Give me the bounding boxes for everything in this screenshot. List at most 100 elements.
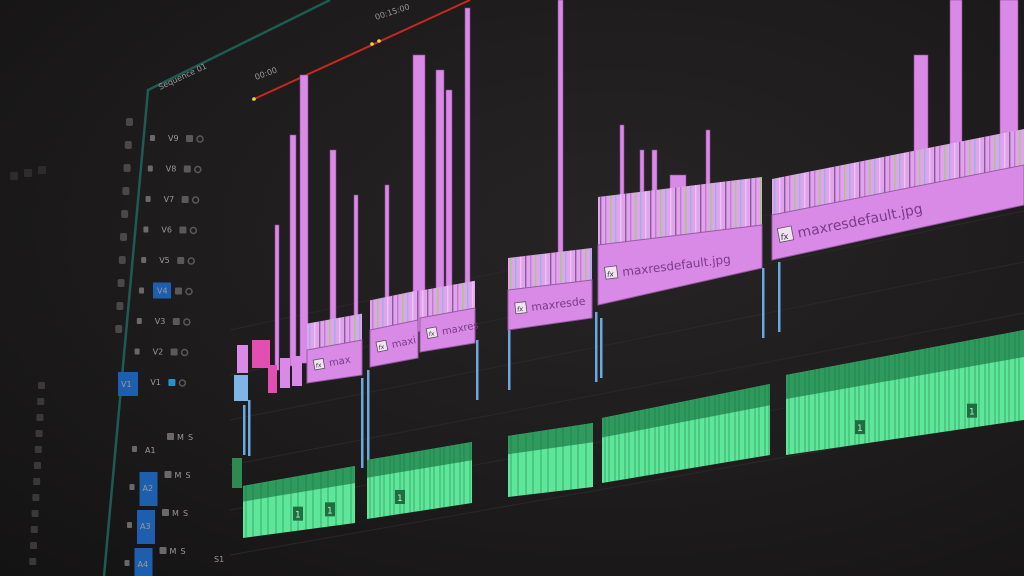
video-clip[interactable]: fx maxres bbox=[419, 280, 480, 353]
stacked-clip[interactable] bbox=[274, 224, 280, 371]
sync-lock-icon[interactable] bbox=[183, 165, 191, 173]
mute-button[interactable]: M bbox=[170, 547, 177, 556]
video-clip[interactable]: fx maxresdefault.jpg bbox=[771, 129, 1024, 261]
eye-icon[interactable] bbox=[191, 196, 200, 204]
lock-icon[interactable] bbox=[127, 522, 132, 528]
eye-icon[interactable] bbox=[178, 379, 187, 387]
clip-body[interactable] bbox=[369, 319, 419, 368]
audio-clip-small[interactable] bbox=[232, 458, 242, 488]
sync-lock-icon[interactable] bbox=[179, 226, 187, 234]
marker[interactable] bbox=[377, 39, 381, 43]
tool-icon[interactable] bbox=[123, 164, 131, 172]
tool-icon[interactable] bbox=[126, 118, 133, 126]
panel-icon[interactable] bbox=[32, 494, 40, 501]
lock-icon[interactable] bbox=[147, 165, 153, 172]
track-label-v8[interactable]: V8 bbox=[166, 165, 177, 174]
video-clip-small[interactable] bbox=[234, 375, 248, 401]
stacked-clip[interactable] bbox=[412, 54, 426, 332]
fx-badge[interactable]: fx bbox=[425, 326, 439, 339]
panel-icon[interactable] bbox=[10, 172, 18, 180]
voiceover-icon[interactable] bbox=[167, 433, 174, 440]
marker[interactable] bbox=[252, 97, 256, 101]
track-label-v6[interactable]: V6 bbox=[161, 226, 172, 235]
audio-clip[interactable] bbox=[602, 384, 770, 483]
fx-badge[interactable]: fx bbox=[312, 357, 326, 371]
tool-icon[interactable] bbox=[121, 210, 129, 218]
panel-icon[interactable] bbox=[33, 478, 41, 485]
eye-icon[interactable] bbox=[194, 165, 202, 174]
tool-icon[interactable] bbox=[120, 233, 127, 241]
track-label-v9[interactable]: V9 bbox=[168, 134, 179, 143]
solo-button[interactable]: S bbox=[186, 471, 191, 480]
lock-icon[interactable] bbox=[134, 348, 140, 355]
panel-icon[interactable] bbox=[38, 382, 45, 389]
source-patch[interactable] bbox=[134, 548, 153, 576]
lock-icon[interactable] bbox=[145, 196, 151, 202]
source-patch[interactable] bbox=[137, 510, 155, 544]
target-v1[interactable] bbox=[118, 372, 138, 396]
lock-icon[interactable] bbox=[132, 446, 137, 452]
sync-lock-icon[interactable] bbox=[172, 318, 180, 325]
track-label-v1[interactable]: V1 bbox=[150, 378, 161, 387]
fx-badge[interactable]: fx bbox=[604, 265, 619, 280]
sync-lock-icon[interactable] bbox=[170, 348, 178, 356]
clip-body[interactable] bbox=[597, 224, 763, 306]
voiceover-icon[interactable] bbox=[162, 509, 169, 516]
video-clip[interactable]: fx maxi bbox=[369, 290, 419, 368]
clip-body[interactable] bbox=[507, 279, 593, 331]
lock-icon[interactable] bbox=[150, 135, 155, 141]
sync-lock-icon[interactable] bbox=[175, 287, 182, 295]
track-label-a1[interactable]: A1 bbox=[145, 446, 156, 455]
track-label-v2[interactable]: V2 bbox=[153, 348, 164, 357]
clip-body[interactable] bbox=[306, 339, 363, 384]
track-label-a3[interactable]: A3 bbox=[140, 522, 151, 531]
fx-badge[interactable]: fx bbox=[776, 225, 795, 243]
lock-icon[interactable] bbox=[124, 560, 130, 566]
video-clip-small[interactable] bbox=[280, 358, 290, 388]
tool-icon[interactable] bbox=[118, 256, 126, 264]
audio-clip[interactable]: 11 bbox=[786, 330, 1024, 455]
source-patch[interactable] bbox=[139, 472, 158, 506]
tool-icon[interactable] bbox=[117, 279, 125, 287]
panel-icon[interactable] bbox=[30, 526, 38, 533]
stacked-clip[interactable] bbox=[464, 7, 471, 318]
clip-body[interactable] bbox=[419, 307, 476, 353]
panel-icon[interactable] bbox=[34, 446, 42, 453]
video-clip-small[interactable] bbox=[292, 356, 302, 386]
mute-button[interactable]: M bbox=[175, 471, 182, 480]
eye-icon[interactable] bbox=[183, 318, 191, 326]
mute-button[interactable]: M bbox=[172, 509, 179, 518]
mute-button[interactable]: M bbox=[177, 433, 184, 442]
track-label-a4[interactable]: A4 bbox=[138, 560, 149, 569]
source-patch[interactable] bbox=[153, 282, 171, 299]
sync-lock-icon[interactable] bbox=[181, 196, 189, 203]
panel-icon[interactable] bbox=[35, 430, 43, 437]
video-clip[interactable]: fx maxresde bbox=[507, 248, 593, 331]
tool-icon[interactable] bbox=[122, 187, 130, 195]
track-label-v7[interactable]: V7 bbox=[164, 195, 175, 204]
lock-icon[interactable] bbox=[136, 318, 142, 324]
track-label-v3[interactable]: V3 bbox=[155, 317, 166, 326]
video-clip[interactable]: fx maxresdefault.jpg bbox=[597, 177, 763, 306]
lock-icon[interactable] bbox=[129, 484, 135, 490]
stacked-clip[interactable] bbox=[557, 0, 564, 292]
lock-icon[interactable] bbox=[143, 226, 149, 233]
video-clip[interactable]: fx max bbox=[306, 313, 363, 384]
panel-icon[interactable] bbox=[24, 169, 32, 177]
solo-button[interactable]: S bbox=[188, 433, 193, 442]
track-label-v4[interactable]: V4 bbox=[157, 287, 168, 296]
video-clip-small[interactable] bbox=[237, 345, 248, 373]
video-clip-small[interactable] bbox=[268, 365, 277, 393]
stacked-clip[interactable] bbox=[289, 134, 297, 367]
panel-icon[interactable] bbox=[38, 166, 46, 174]
fx-badge[interactable]: fx bbox=[375, 339, 389, 353]
eye-icon[interactable] bbox=[196, 135, 204, 143]
panel-icon[interactable] bbox=[31, 510, 39, 517]
audio-clip[interactable]: 1 bbox=[367, 442, 472, 519]
marker[interactable] bbox=[370, 42, 374, 46]
panel-icon[interactable] bbox=[36, 414, 44, 421]
sync-lock-icon[interactable] bbox=[177, 257, 185, 264]
tool-icon[interactable] bbox=[115, 325, 123, 333]
lock-icon[interactable] bbox=[139, 287, 144, 294]
